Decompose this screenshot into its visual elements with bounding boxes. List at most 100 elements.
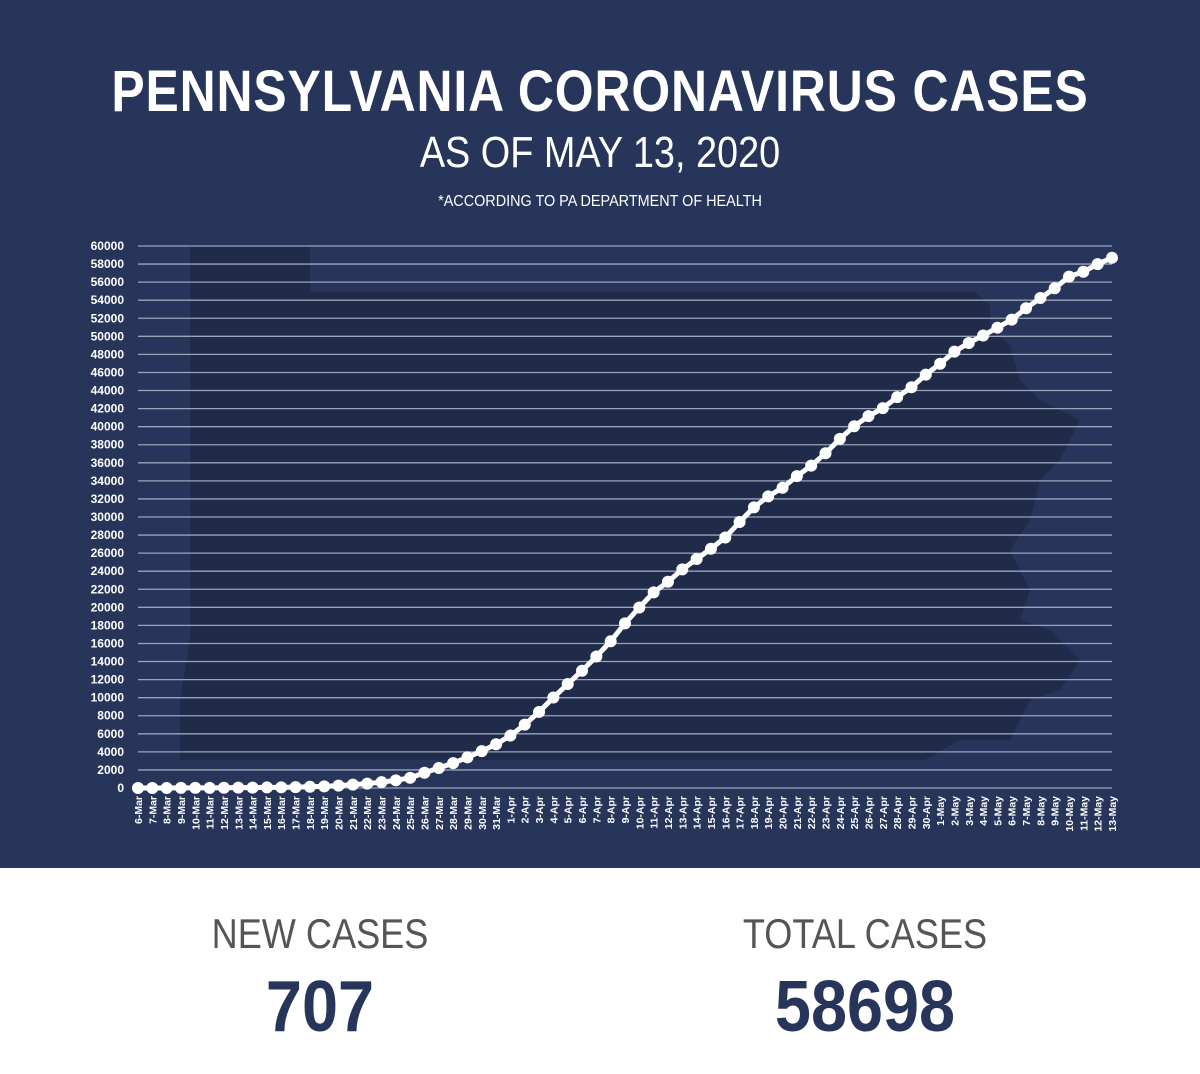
data-point [375, 776, 388, 789]
x-tick-label: 11-Mar [205, 796, 217, 829]
y-tick-label: 8000 [97, 709, 124, 723]
x-tick-label: 27-Apr [878, 796, 890, 829]
x-tick-label: 22-Apr [806, 796, 818, 829]
new-cases-label: NEW CASES [211, 910, 429, 957]
data-point [1020, 302, 1033, 315]
x-tick-label: 8-Apr [606, 796, 618, 823]
data-point [447, 757, 460, 770]
data-point [619, 617, 631, 630]
x-tick-label: 6-Mar [133, 796, 145, 824]
data-point [332, 779, 345, 792]
data-point [246, 781, 259, 794]
x-tick-label: 20-Mar [334, 796, 346, 830]
data-point [504, 729, 517, 742]
y-tick-label: 14000 [91, 655, 125, 669]
data-point [719, 531, 732, 544]
data-point [919, 368, 932, 381]
data-point [690, 553, 703, 566]
y-tick-label: 34000 [91, 474, 125, 488]
data-point [676, 563, 689, 576]
data-point [318, 780, 331, 793]
data-point [762, 490, 775, 503]
x-tick-label: 18-Mar [305, 796, 317, 830]
x-tick-label: 19-Apr [763, 796, 775, 829]
total-cases-label: TOTAL CASES [742, 910, 988, 957]
data-point [533, 705, 546, 718]
y-tick-label: 54000 [91, 293, 125, 307]
chart-title: PENNSYLVANIA CORONAVIRUS CASES [111, 59, 1089, 124]
x-tick-label: 14-Mar [248, 796, 260, 830]
y-tick-label: 56000 [91, 275, 125, 289]
x-tick-label: 6-May [1007, 796, 1019, 826]
x-tick-label: 14-Apr [692, 796, 704, 829]
y-tick-label: 28000 [91, 528, 125, 542]
x-tick-label: 17-Apr [735, 796, 747, 829]
data-point [475, 745, 488, 758]
x-tick-label: 26-Mar [419, 796, 431, 830]
x-tick-label: 10-Apr [634, 796, 646, 829]
data-point [1034, 292, 1047, 305]
data-point [189, 781, 202, 794]
x-tick-label: 7-Mar [147, 796, 159, 824]
y-tick-label: 10000 [91, 691, 125, 705]
x-tick-label: 3-Apr [534, 796, 546, 823]
data-point [1077, 265, 1090, 278]
x-tick-label: 29-Apr [906, 796, 918, 829]
data-point [576, 664, 589, 677]
data-point [146, 781, 159, 794]
x-tick-label: 24-Mar [391, 796, 403, 830]
data-point [289, 781, 302, 794]
data-point [346, 778, 359, 791]
x-tick-label: 15-Mar [262, 796, 274, 830]
x-tick-label: 22-Mar [362, 796, 374, 830]
data-point [790, 470, 803, 483]
data-point [518, 718, 531, 731]
x-tick-label: 1-May [935, 796, 947, 826]
y-tick-label: 58000 [91, 257, 125, 271]
total-cases-stat: TOTAL CASES 58698 [665, 910, 1065, 1048]
x-tick-label: 27-Mar [434, 796, 446, 830]
y-tick-label: 0 [117, 781, 124, 795]
x-tick-label: 9-Mar [176, 796, 188, 824]
data-point [647, 586, 660, 599]
x-tick-label: 21-Apr [792, 796, 804, 829]
data-point [275, 781, 288, 794]
x-tick-label: 10-May [1064, 796, 1076, 832]
x-tick-label: 7-Apr [591, 796, 603, 823]
x-tick-label: 20-Apr [778, 796, 790, 829]
y-tick-label: 18000 [91, 618, 125, 632]
data-point [547, 691, 560, 704]
data-point [461, 751, 474, 764]
data-point [661, 575, 674, 588]
x-tick-label: 2-May [949, 796, 961, 826]
chart-subtitle: AS OF MAY 13, 2020 [419, 128, 781, 177]
x-tick-label: 28-Mar [448, 796, 460, 830]
y-tick-label: 50000 [91, 329, 125, 343]
x-tick-label: 28-Apr [892, 796, 904, 829]
x-tick-label: 4-May [978, 796, 990, 826]
data-point [132, 781, 144, 794]
data-point [561, 678, 574, 691]
x-tick-label: 18-Apr [749, 796, 761, 829]
data-point [432, 761, 445, 774]
data-point [1048, 282, 1061, 295]
y-tick-label: 36000 [91, 456, 125, 470]
data-point [819, 447, 832, 460]
x-tick-label: 23-Mar [377, 796, 389, 830]
data-point [260, 781, 273, 794]
source-note: *ACCORDING TO PA DEPARTMENT OF HEALTH [438, 193, 762, 210]
x-tick-label: 8-May [1035, 796, 1047, 826]
y-tick-label: 44000 [91, 384, 125, 398]
x-tick-label: 13-Mar [233, 796, 245, 830]
x-tick-label: 5-May [992, 796, 1004, 826]
new-cases-stat: NEW CASES 707 [120, 910, 520, 1048]
data-point [404, 771, 417, 784]
data-point [905, 381, 918, 394]
x-tick-label: 4-Apr [548, 796, 560, 823]
data-point [776, 481, 789, 494]
data-point [217, 781, 230, 794]
data-point [891, 391, 904, 404]
data-point [934, 357, 947, 370]
y-tick-label: 6000 [97, 727, 124, 741]
new-cases-value: 707 [265, 967, 375, 1047]
